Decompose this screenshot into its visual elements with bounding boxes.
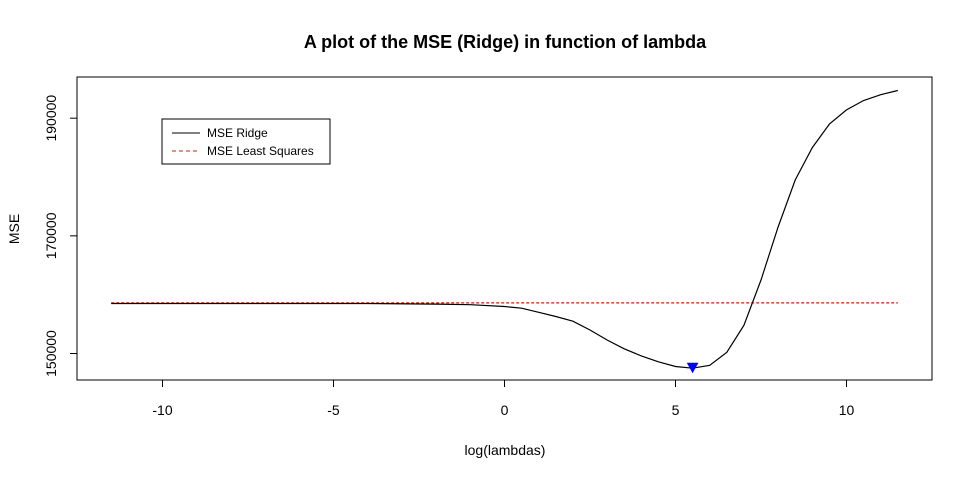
chart-title: A plot of the MSE (Ridge) in function of…: [304, 32, 707, 52]
y-tick-label: 170000: [43, 212, 59, 259]
x-tick-label: 0: [501, 402, 509, 418]
y-axis: 150000 170000 190000: [43, 95, 78, 377]
legend: MSE Ridge MSE Least Squares: [161, 118, 331, 165]
legend-label-mse-least-squares: MSE Least Squares: [207, 144, 314, 158]
minimum-marker: [686, 362, 699, 374]
x-tick-label: 5: [672, 402, 680, 418]
x-tick-label: -5: [327, 402, 340, 418]
x-tick-label: 10: [839, 402, 855, 418]
y-tick-label: 150000: [43, 330, 59, 377]
y-tick-label: 190000: [43, 95, 59, 142]
legend-box: [161, 118, 331, 165]
x-axis: -10 -5 0 5 10: [152, 379, 855, 418]
legend-label-mse-ridge: MSE Ridge: [207, 126, 268, 140]
y-axis-label: MSE: [6, 214, 22, 244]
x-axis-label: log(lambdas): [465, 442, 546, 458]
series-layer: [111, 89, 898, 374]
mse-ridge-line: [111, 89, 898, 369]
x-tick-label: -10: [152, 402, 172, 418]
